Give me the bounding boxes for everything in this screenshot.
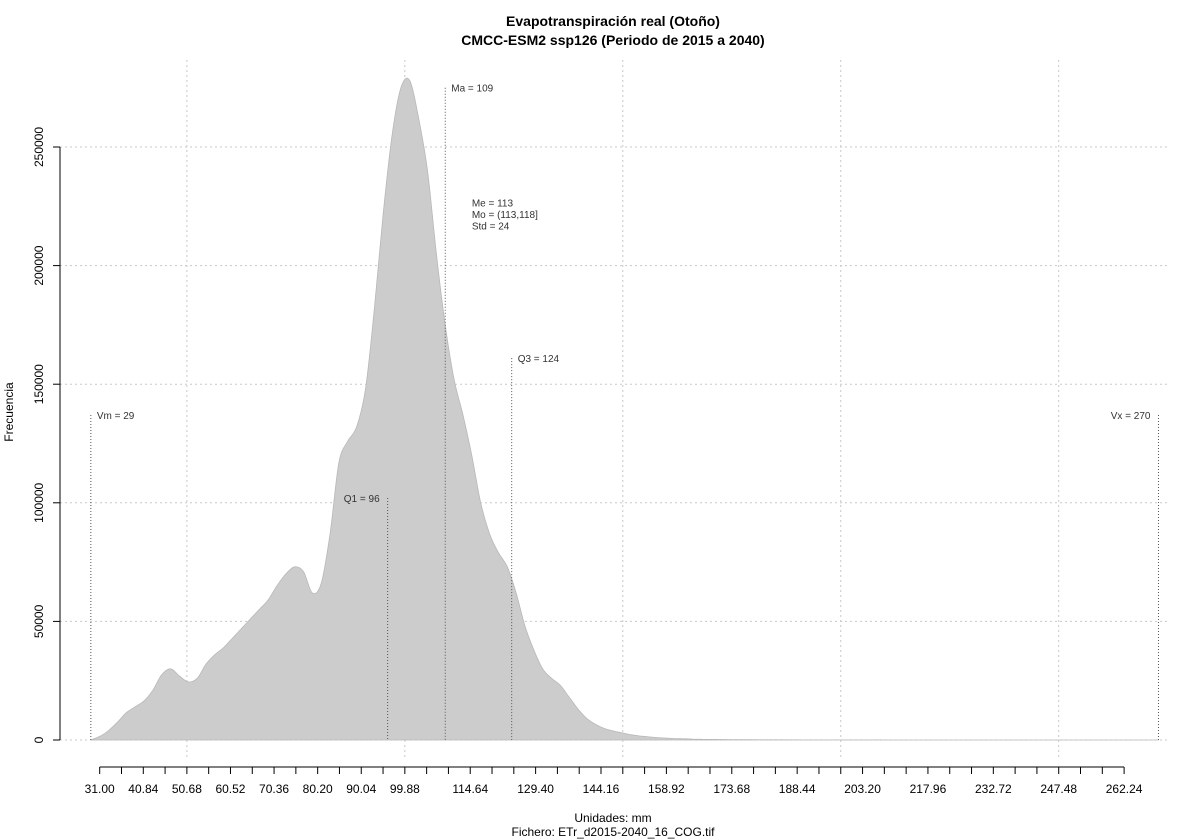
x-axis-label: Unidades: mm — [574, 811, 651, 825]
grid — [60, 60, 1170, 760]
y-tick-label: 150000 — [32, 364, 46, 404]
marker-label: Vm = 29 — [97, 411, 135, 422]
y-tick-label: 100000 — [32, 482, 46, 522]
x-tick-label: 217.96 — [910, 782, 947, 796]
x-tick-label: 173.68 — [713, 782, 750, 796]
marker-label: Q1 = 96 — [344, 494, 380, 505]
x-tick-label: 80.20 — [303, 782, 333, 796]
chart-title: Evapotranspiración real (Otoño) — [506, 13, 720, 29]
y-axis-label: Frecuencia — [2, 382, 16, 442]
x-tick-label: 188.44 — [779, 782, 816, 796]
marker-label: Q3 = 124 — [518, 354, 560, 365]
x-tick-label: 31.00 — [85, 782, 115, 796]
axes: 0 50000 100000 150000 200000 250000 31.00 40.84… — [32, 127, 1143, 796]
stat-markers: Vm = 29 Q1 = 96 Ma = 109 Q3 = 124 Vx = 270 — [90, 84, 1159, 740]
y-tick-label: 0 — [32, 736, 46, 743]
caption: Fichero: ETr_d2015-2040_16_COG.tif — [512, 825, 716, 839]
stats-annotation: Me = 113 Mo = (113,118] Std = 24 — [472, 198, 538, 232]
y-tick-label: 250000 — [32, 127, 46, 167]
x-tick-label: 114.64 — [452, 782, 488, 796]
marker-label: Ma = 109 — [451, 84, 493, 95]
x-tick-label: 60.52 — [215, 782, 245, 796]
stat-mode: Mo = (113,118] — [472, 210, 538, 221]
stat-median: Me = 113 — [472, 198, 514, 209]
y-tick-label: 50000 — [32, 604, 46, 638]
x-tick-label: 99.88 — [390, 782, 420, 796]
x-tick-label: 90.04 — [346, 782, 376, 796]
density-area — [90, 77, 1159, 741]
x-tick-label: 158.92 — [648, 782, 685, 796]
x-tick-label: 232.72 — [975, 782, 1012, 796]
marker-label: Vx = 270 — [1111, 411, 1151, 422]
chart-subtitle: CMCC-ESM2 ssp126 (Periodo de 2015 a 2040… — [461, 32, 764, 48]
x-tick-label: 144.16 — [583, 782, 620, 796]
x-tick-label: 262.24 — [1106, 782, 1143, 796]
x-tick-label: 40.84 — [128, 782, 158, 796]
y-tick-label: 200000 — [32, 245, 46, 285]
x-tick-label: 129.40 — [517, 782, 554, 796]
x-tick-label: 203.20 — [844, 782, 881, 796]
x-tick-label: 70.36 — [259, 782, 289, 796]
x-tick-label: 247.48 — [1040, 782, 1077, 796]
x-tick-label: 50.68 — [172, 782, 202, 796]
stat-std: Std = 24 — [472, 221, 510, 232]
